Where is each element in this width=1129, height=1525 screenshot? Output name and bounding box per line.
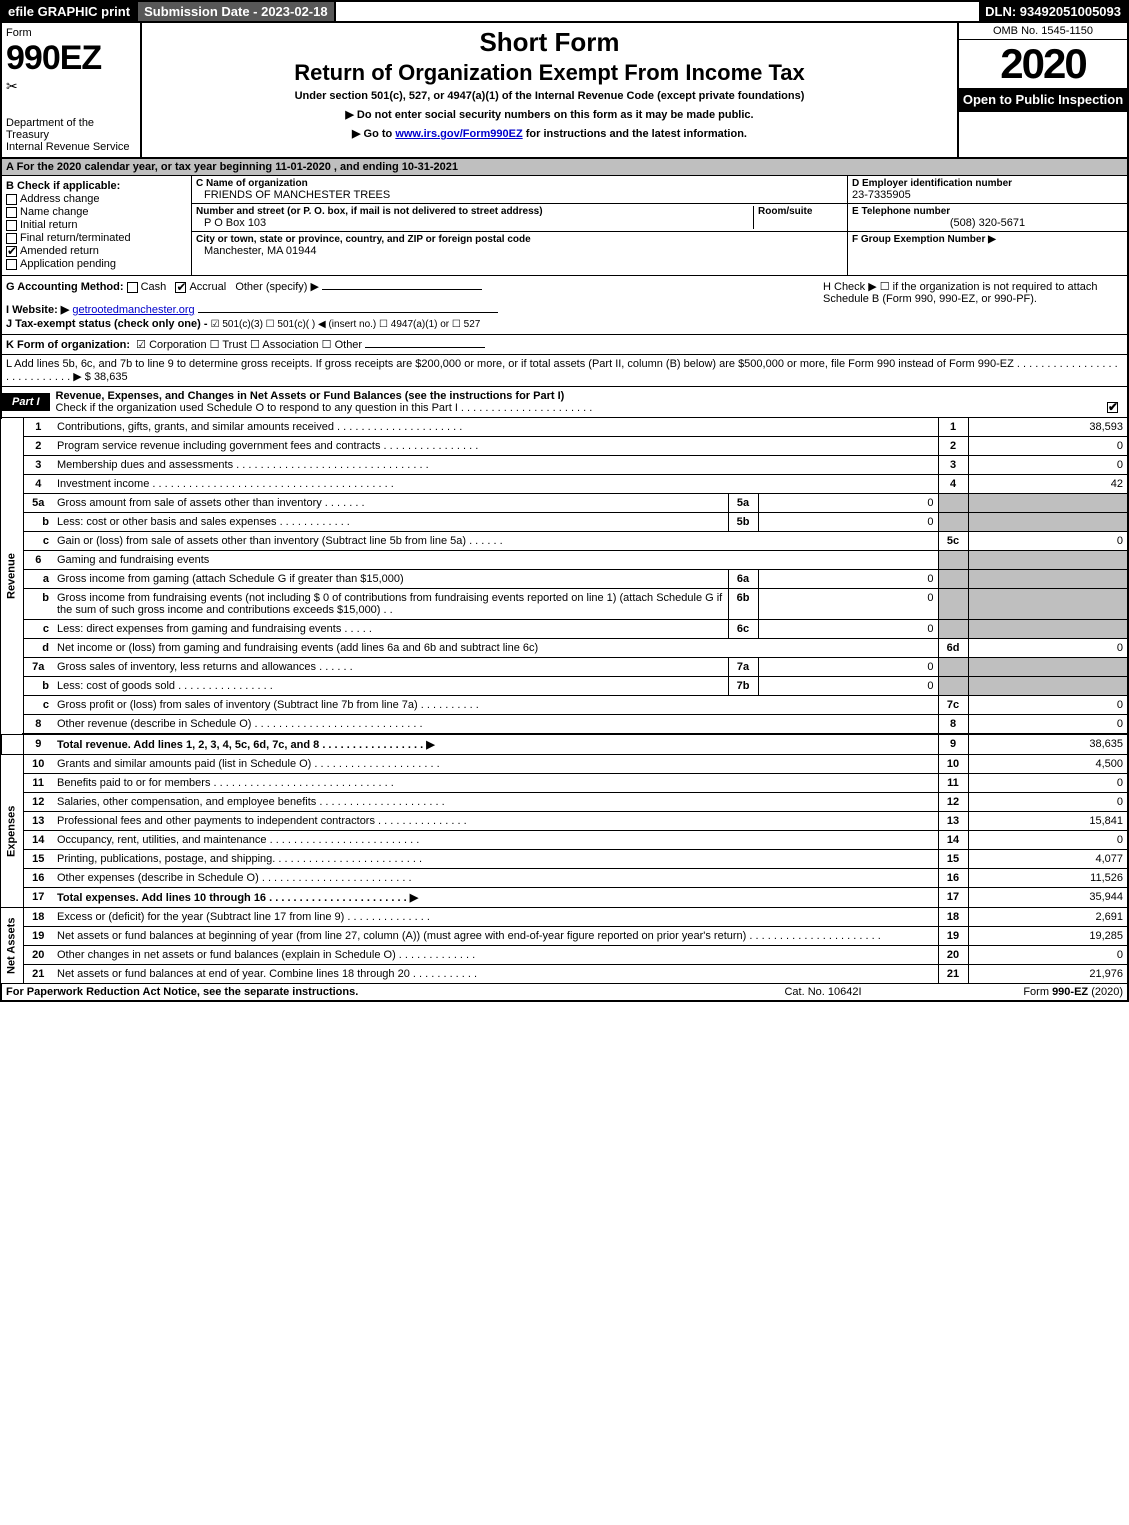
cb-name-change[interactable]: Name change [6, 206, 187, 218]
line-k: K Form of organization: ☑ Corporation ☐ … [0, 335, 1129, 355]
form-word: Form [6, 27, 136, 39]
cb-application-pending[interactable]: Application pending [6, 258, 187, 270]
ein-value: 23-7335905 [852, 189, 1123, 201]
open-public-inspection: Open to Public Inspection [959, 88, 1127, 112]
line-i-label: I Website: ▶ [6, 304, 69, 316]
entity-block: B Check if applicable: Address change Na… [0, 176, 1129, 276]
title-short-form: Short Form [148, 27, 951, 58]
addr-value: P O Box 103 [196, 217, 753, 229]
room-label: Room/suite [758, 206, 843, 217]
org-name-label: C Name of organization [196, 178, 843, 189]
org-name-value: FRIENDS OF MANCHESTER TREES [196, 189, 843, 201]
phone-value: (508) 320-5671 [852, 217, 1123, 229]
line-j-label: J Tax-exempt status (check only one) - [6, 318, 208, 330]
row-desc: Contributions, gifts, grants, and simila… [53, 418, 938, 437]
goto-line: ▶ Go to www.irs.gov/Form990EZ for instru… [148, 127, 951, 140]
sidelabel-net-assets: Net Assets [1, 908, 23, 984]
cb-cash[interactable] [127, 282, 138, 293]
group-exempt-label: F Group Exemption Number ▶ [852, 234, 1123, 245]
sidelabel-expenses: Expenses [1, 755, 23, 908]
city-label: City or town, state or province, country… [196, 234, 843, 245]
box-def: D Employer identification number 23-7335… [847, 176, 1127, 275]
part-i-schedule-o-checkbox[interactable] [1107, 402, 1118, 413]
part-i-tab: Part I [2, 393, 50, 411]
line-h: H Check ▶ ☐ if the organization is not r… [823, 280, 1123, 330]
part-i-title: Revenue, Expenses, and Changes in Net As… [56, 390, 565, 402]
dln-label: DLN: 93492051005093 [979, 2, 1127, 21]
row-val: 38,593 [968, 418, 1128, 437]
cb-final-return[interactable]: Final return/terminated [6, 232, 187, 244]
box-b: B Check if applicable: Address change Na… [2, 176, 192, 275]
irs-label: Internal Revenue Service [6, 141, 136, 153]
cat-no: Cat. No. 10642I [723, 986, 923, 998]
form-number: 990EZ [6, 39, 136, 78]
line-j-opts: ☑ 501(c)(3) ☐ 501(c)( ) ◀ (insert no.) ☐… [211, 319, 481, 330]
section-a-tax-year: A For the 2020 calendar year, or tax yea… [0, 159, 1129, 176]
cb-address-change[interactable]: Address change [6, 193, 187, 205]
spacer [336, 2, 980, 21]
cb-accrual[interactable] [175, 282, 186, 293]
efile-print-button[interactable]: efile GRAPHIC print [2, 2, 136, 21]
city-value: Manchester, MA 01944 [196, 245, 843, 257]
paperwork-notice: For Paperwork Reduction Act Notice, see … [6, 986, 723, 998]
line-l: L Add lines 5b, 6c, and 7b to line 9 to … [0, 355, 1129, 387]
page-footer: For Paperwork Reduction Act Notice, see … [0, 984, 1129, 1002]
line-l-value: 38,635 [94, 371, 128, 383]
line-g-label: G Accounting Method: [6, 281, 124, 293]
irs-link[interactable]: www.irs.gov/Form990EZ [395, 128, 522, 140]
row-col: 1 [938, 418, 968, 437]
part-i-header: Part I Revenue, Expenses, and Changes in… [0, 387, 1129, 418]
row-num: 1 [23, 418, 53, 437]
sidelabel-revenue: Revenue [1, 418, 23, 734]
ein-label: D Employer identification number [852, 178, 1123, 189]
form-footer-id: Form 990-EZ (2020) [923, 986, 1123, 998]
addr-label: Number and street (or P. O. box, if mail… [196, 206, 753, 217]
subtitle: Under section 501(c), 527, or 4947(a)(1)… [148, 90, 951, 102]
website-link[interactable]: getrootedmanchester.org [72, 304, 194, 316]
part-i-table: Revenue 1 Contributions, gifts, grants, … [0, 418, 1129, 984]
form-header: Form 990EZ ✂ Department of the Treasury … [0, 23, 1129, 159]
other-specify: Other (specify) ▶ [235, 281, 319, 293]
top-bar: efile GRAPHIC print Submission Date - 20… [0, 0, 1129, 23]
cb-amended-return[interactable]: Amended return [6, 245, 187, 257]
submission-date-label: Submission Date - 2023-02-18 [136, 2, 336, 21]
omb-number: OMB No. 1545-1150 [959, 23, 1127, 40]
dept-treasury: Department of the Treasury [6, 117, 136, 141]
box-b-label: B Check if applicable: [6, 180, 187, 192]
part-i-checkline: Check if the organization used Schedule … [56, 402, 593, 414]
title-main: Return of Organization Exempt From Incom… [148, 60, 951, 86]
cb-initial-return[interactable]: Initial return [6, 219, 187, 231]
box-c: C Name of organization FRIENDS OF MANCHE… [192, 176, 847, 275]
row-g-h: G Accounting Method: Cash Accrual Other … [0, 276, 1129, 335]
tax-year: 2020 [959, 40, 1127, 88]
phone-label: E Telephone number [852, 206, 1123, 217]
ssn-warning: ▶ Do not enter social security numbers o… [148, 108, 951, 121]
